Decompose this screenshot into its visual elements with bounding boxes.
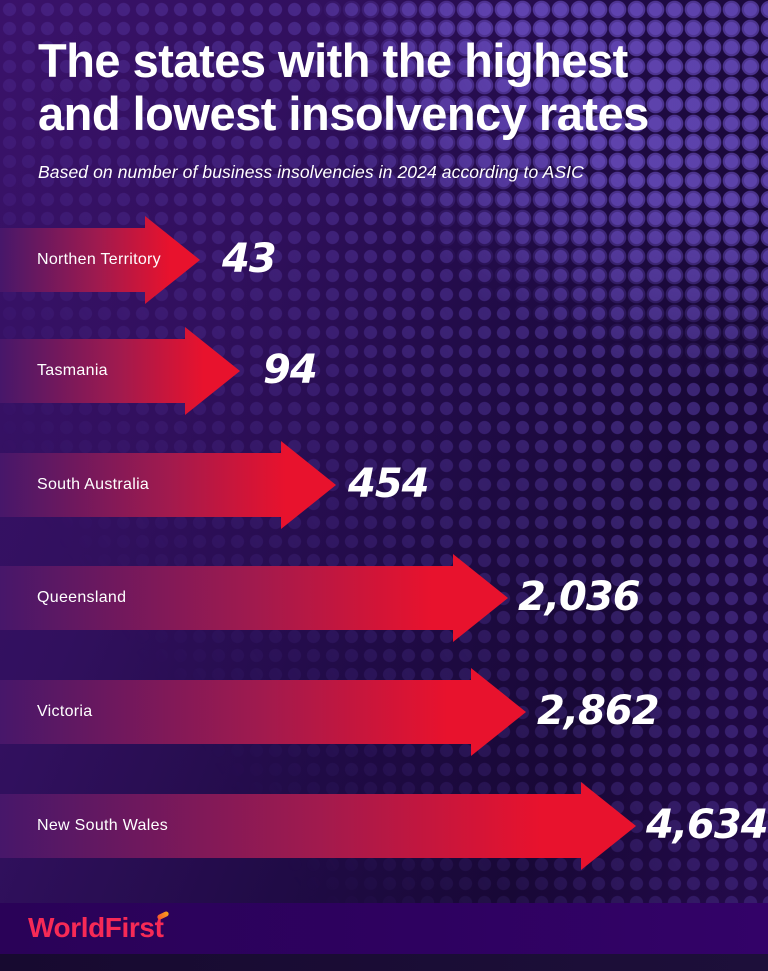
chart-row-4: Victoria 2,862 xyxy=(0,662,768,762)
state-label: New South Wales xyxy=(37,817,169,834)
header: The states with the highest and lowest i… xyxy=(38,34,738,183)
chart-row-1: Tasmania 94 xyxy=(0,321,768,421)
chart-row-3: Queensland 2,036 xyxy=(0,548,768,648)
state-label: Victoria xyxy=(37,703,93,720)
chart-row-0: Northen Territory 43 xyxy=(0,210,768,310)
state-label: Queensland xyxy=(37,589,127,606)
arrow-bar xyxy=(0,327,240,415)
bottom-strip xyxy=(0,954,768,971)
value-label: 4,634 xyxy=(646,802,768,849)
value-label: 2,036 xyxy=(518,574,641,621)
state-label: Northen Territory xyxy=(37,251,161,268)
worldfirst-logo: WorldFirst xyxy=(28,912,164,944)
poster-subtitle: Based on number of business insolvencies… xyxy=(38,162,584,183)
value-label: 43 xyxy=(222,236,277,283)
poster-title: The states with the highest and lowest i… xyxy=(38,34,738,140)
state-label: South Australia xyxy=(37,476,150,493)
value-label: 454 xyxy=(348,461,429,508)
logo-t-swash: t xyxy=(154,912,164,943)
value-label: 94 xyxy=(263,347,318,394)
logo-text: WorldFirs xyxy=(28,912,155,943)
title-line-2: and lowest insolvency rates xyxy=(38,87,649,141)
value-label: 2,862 xyxy=(537,688,660,735)
chart-row-2: South Australia 454 xyxy=(0,435,768,535)
title-line-1: The states with the highest xyxy=(38,34,628,87)
state-label: Tasmania xyxy=(37,362,108,379)
chart-row-5: New South Wales 4,634 xyxy=(0,776,768,876)
